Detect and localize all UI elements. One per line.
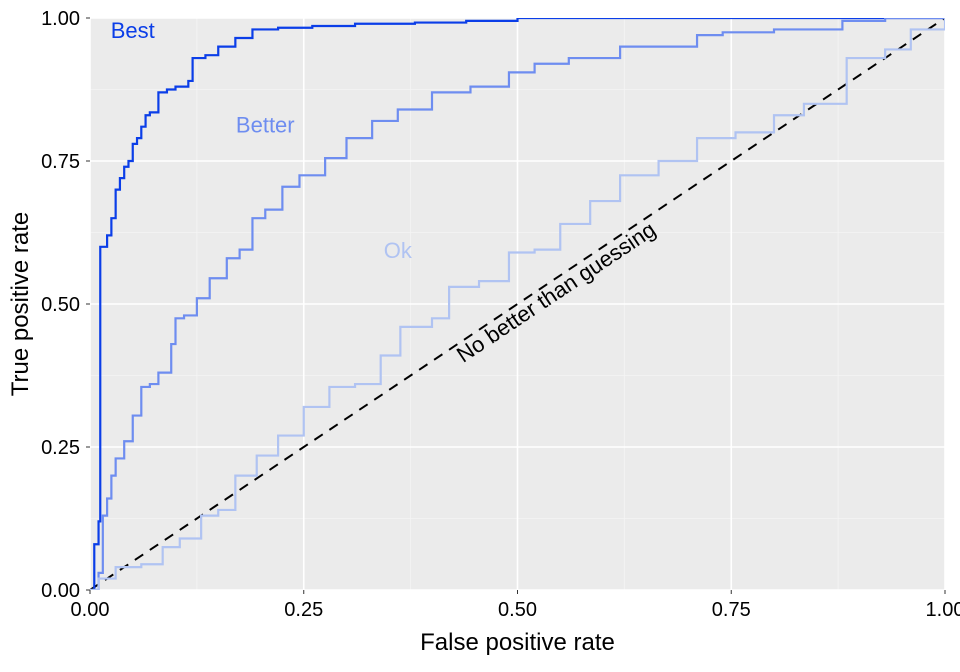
x-tick-label: 0.00	[71, 599, 110, 621]
y-tick-label: 0.00	[41, 580, 80, 602]
curve-label-ok: Ok	[384, 238, 413, 263]
y-axis-title: True positive rate	[7, 212, 34, 397]
curve-label-better: Better	[236, 112, 295, 137]
y-tick-label: 0.25	[41, 437, 80, 459]
y-tick-label: 1.00	[41, 8, 80, 30]
y-tick-label: 0.75	[41, 151, 80, 173]
roc-chart: BestBetterOkNo better than guessing0.000…	[0, 0, 960, 672]
y-tick-label: 0.50	[41, 294, 80, 316]
roc-svg: BestBetterOkNo better than guessing0.000…	[0, 0, 960, 672]
x-axis-title: False positive rate	[420, 629, 615, 656]
x-tick-label: 0.75	[712, 599, 751, 621]
x-tick-label: 0.50	[498, 599, 537, 621]
x-tick-label: 0.25	[284, 599, 323, 621]
curve-label-best: Best	[111, 18, 155, 43]
x-tick-label: 1.00	[926, 599, 960, 621]
